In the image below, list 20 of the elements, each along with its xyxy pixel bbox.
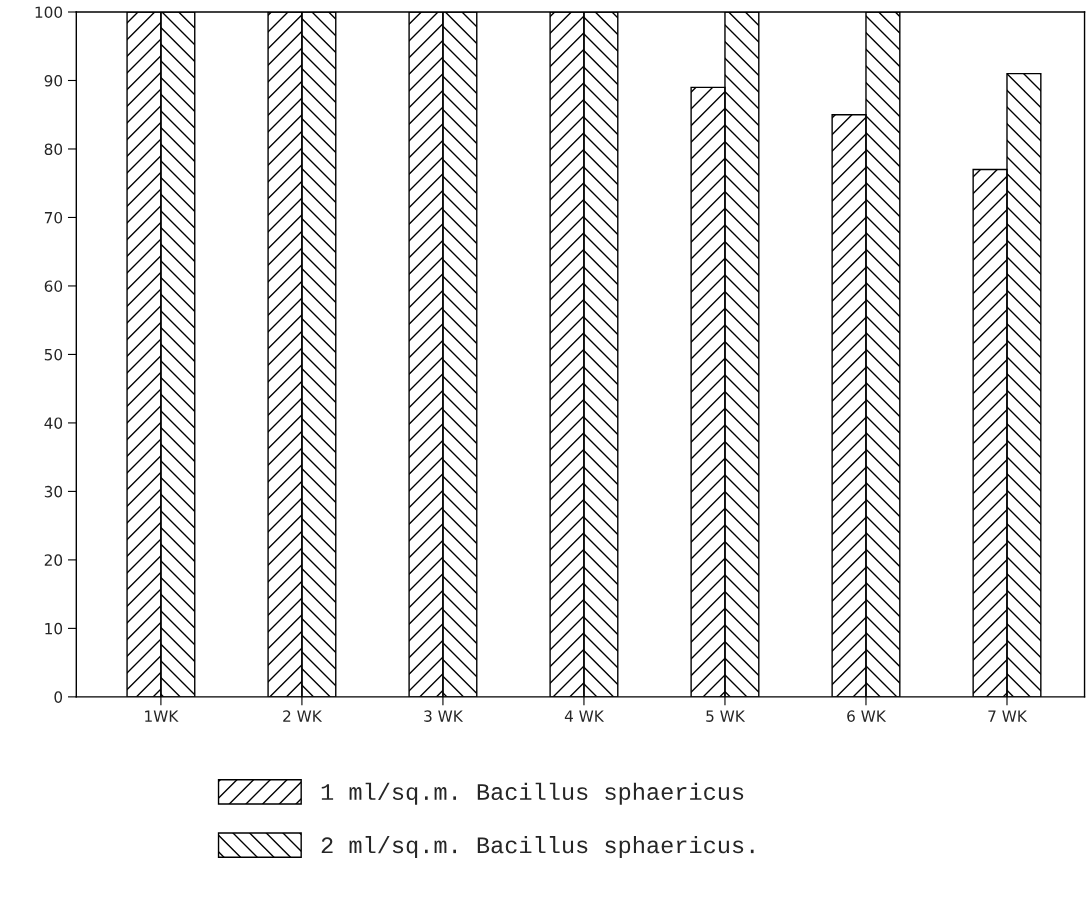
y-tick-label: 60 <box>44 280 63 292</box>
y-tick-label: 70 <box>44 211 63 224</box>
y-tick-label: 50 <box>44 348 63 361</box>
legend-label: 1 ml/sq.m. Bacillus sphaericus <box>321 782 744 805</box>
y-tick-label: 90 <box>44 74 63 87</box>
x-tick-label: 1WK <box>145 710 179 722</box>
x-tick-label: 5 WK <box>706 710 746 722</box>
y-tick-label: 0 <box>54 691 63 703</box>
x-tick-label: 3 WK <box>424 710 464 722</box>
y-tick-label: 40 <box>44 417 63 429</box>
y-tick-label: 100 <box>35 6 63 19</box>
y-tick-label: 10 <box>45 622 63 635</box>
legend-label: 2 ml/sq.m. Bacillus sphaericus. <box>321 836 754 859</box>
x-tick-label: 7 WK <box>988 710 1028 722</box>
x-tick-label: 6 WK <box>847 710 887 722</box>
y-tick-label: 30 <box>44 485 63 498</box>
x-tick-label: 2 WK <box>283 710 323 722</box>
x-tick-label: 4 WK <box>564 710 605 722</box>
y-tick-label: 20 <box>44 554 63 566</box>
y-tick-label: 80 <box>44 143 63 155</box>
